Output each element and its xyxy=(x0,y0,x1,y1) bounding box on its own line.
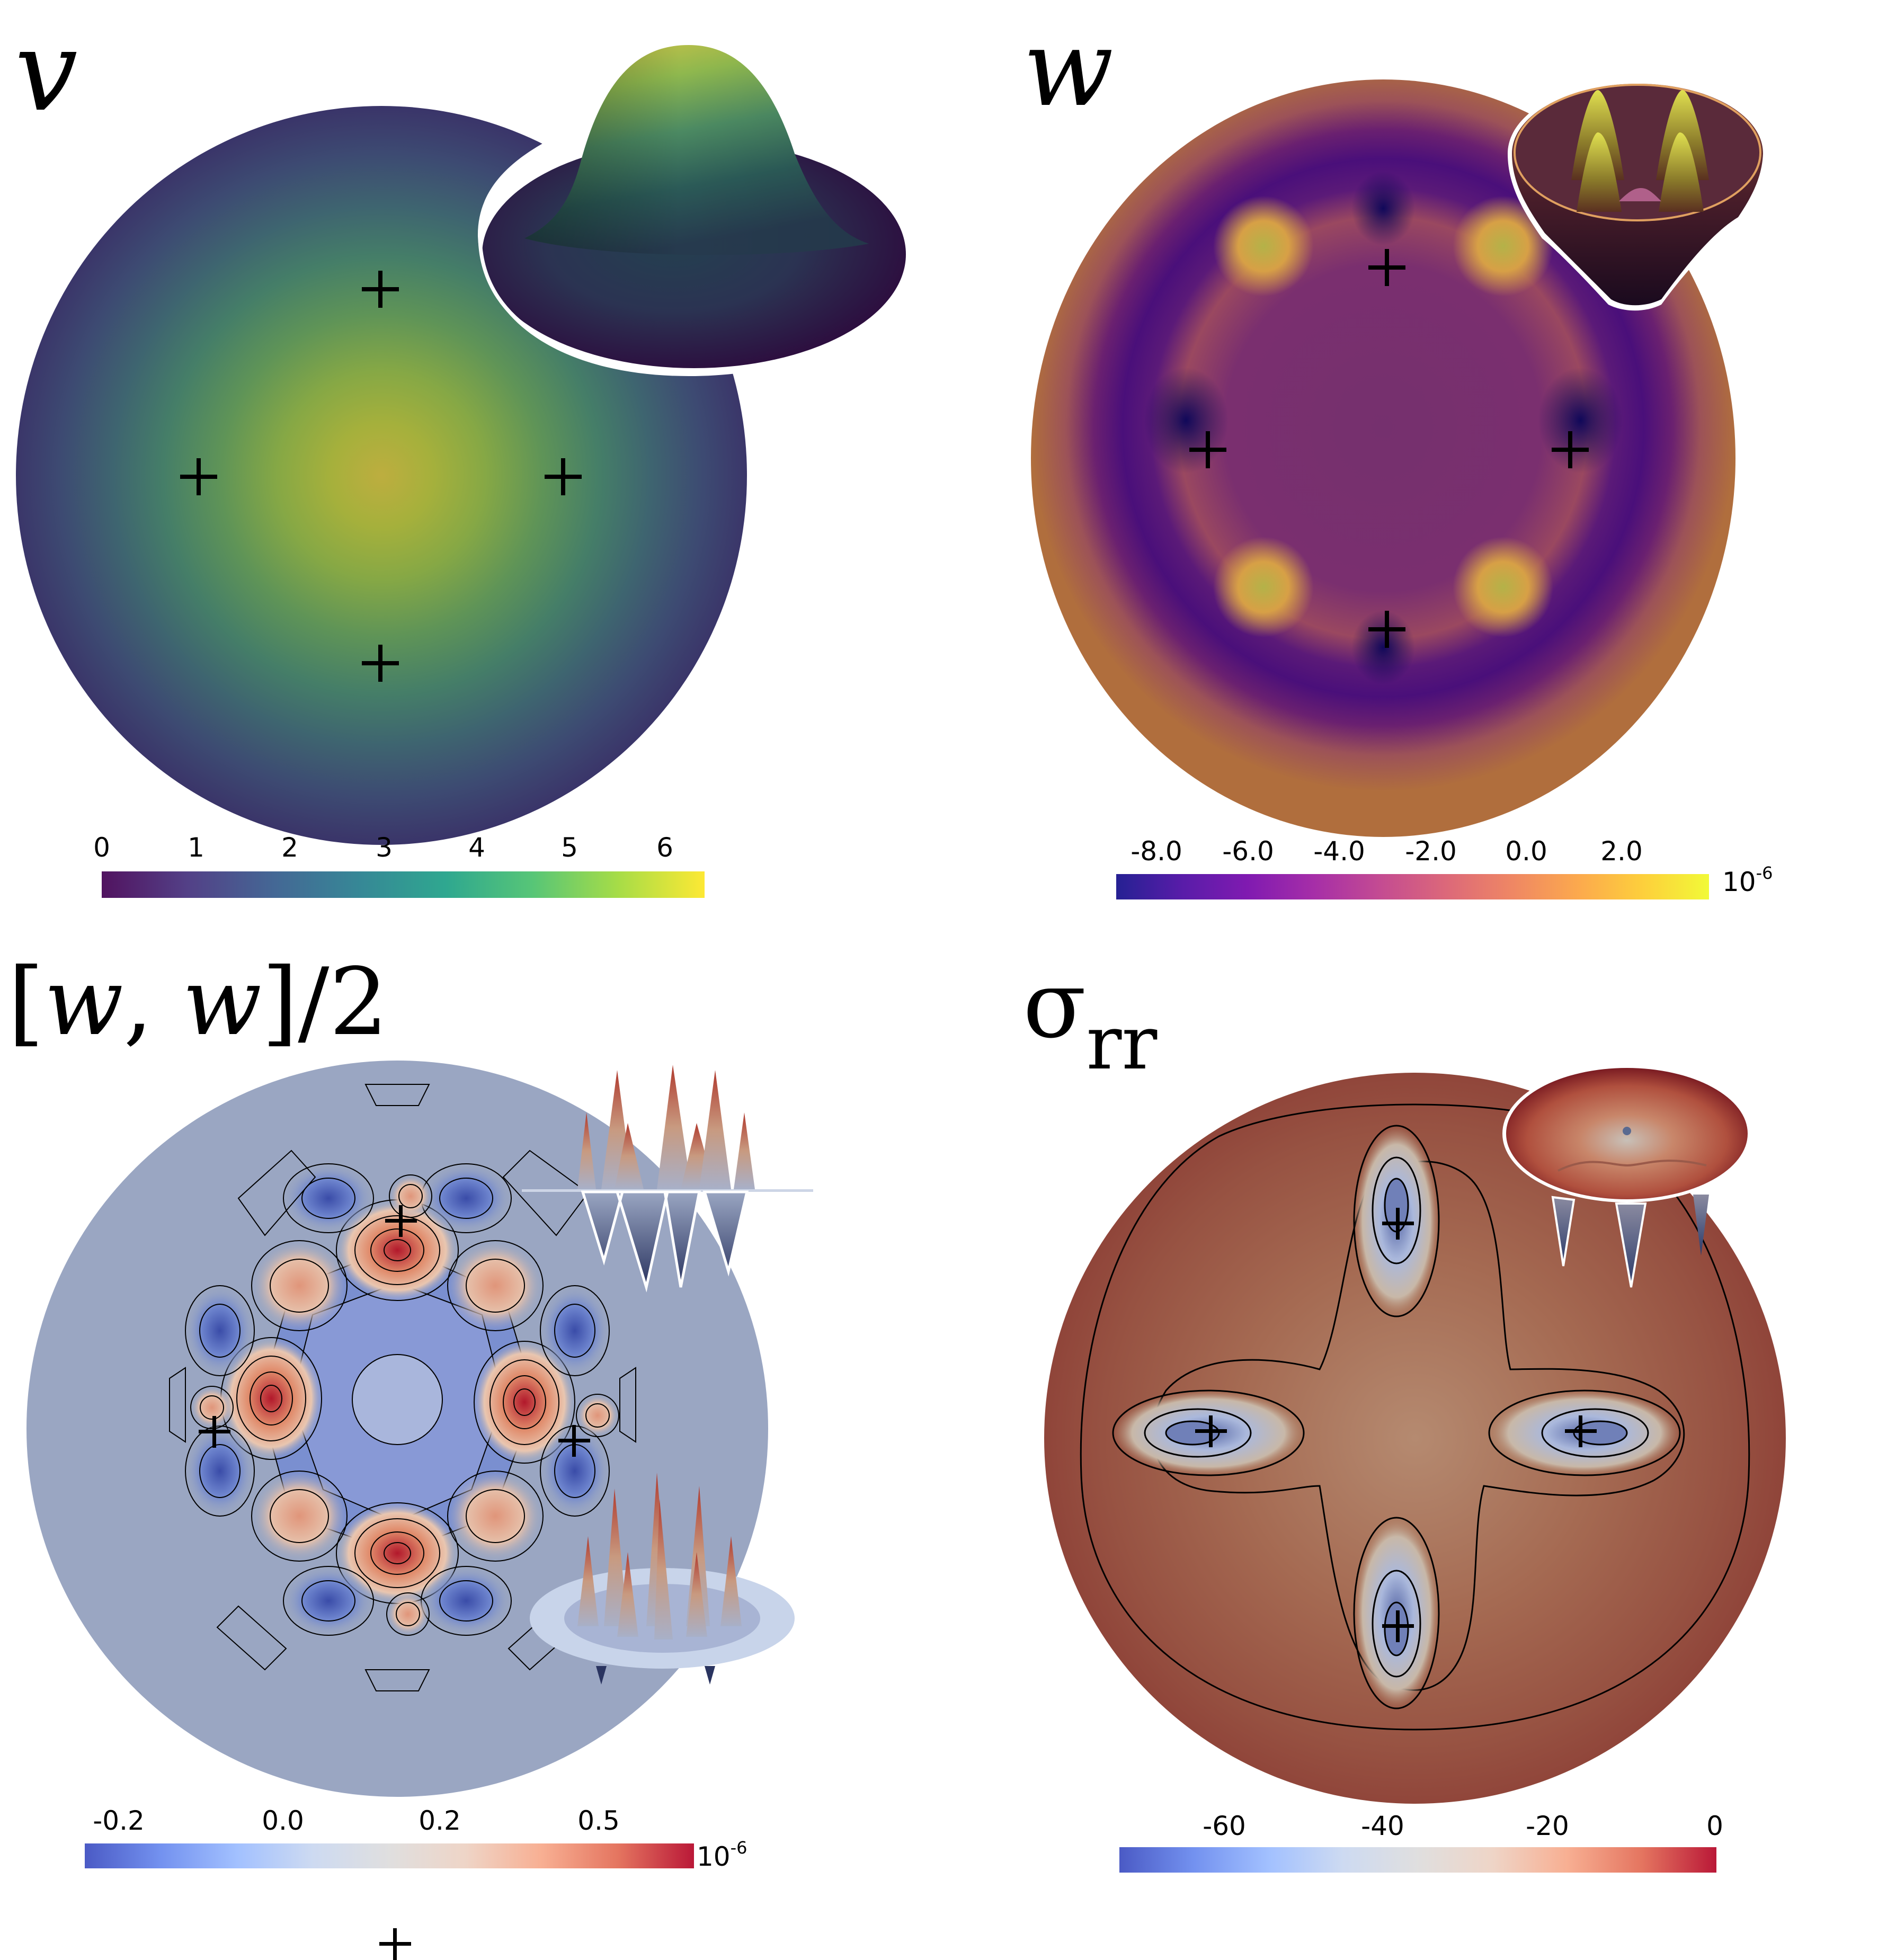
panel-sigma-rr: σrr xyxy=(944,948,1887,1897)
surface-inset-ww2-side xyxy=(522,1065,813,1293)
colorbar-tick: 6 xyxy=(656,832,673,863)
marker-bottom xyxy=(1382,1610,1414,1642)
colorbar-tick: 0.0 xyxy=(1505,836,1547,867)
marker-left xyxy=(199,1416,230,1448)
surface-inset-ww2-perspective xyxy=(530,1473,795,1685)
colorbar-tick: -0.2 xyxy=(93,1805,145,1836)
marker-bottom xyxy=(379,1928,411,1960)
contour-plot xyxy=(169,1084,636,1691)
colorbar-ww2 xyxy=(85,1843,694,1868)
colorbar-tick: 0.5 xyxy=(577,1805,620,1836)
panel-title-v: v xyxy=(15,6,78,136)
colorbar-tick: 4 xyxy=(468,832,485,863)
panel-title-sigma-rr: σrr xyxy=(1023,951,1158,1086)
colorbar-tick: -8.0 xyxy=(1131,836,1182,867)
marker-right xyxy=(1565,1415,1597,1447)
panel-v: v xyxy=(0,0,944,948)
colorbar-tick: 3 xyxy=(376,832,393,863)
colorbar-tick: -60 xyxy=(1203,1811,1246,1841)
colorbar-v xyxy=(102,871,705,898)
colorbar-tick: -20 xyxy=(1526,1811,1569,1841)
colorbar-sigma-rr xyxy=(1119,1847,1716,1873)
surface-inset-w xyxy=(1508,79,1767,311)
surface-inset-sigma-rr xyxy=(1502,1065,1751,1288)
marker-left xyxy=(180,458,217,495)
panel-w: w -8.0 -6.0 -4.0 -2.0 0.0 2. xyxy=(944,0,1887,948)
colorbar-tick: 0.0 xyxy=(262,1805,304,1836)
marker-bottom xyxy=(1368,611,1405,648)
colorbar-tick: 0 xyxy=(1706,1811,1723,1841)
colorbar-tick: -4.0 xyxy=(1313,836,1365,867)
colorbar-exponent: 10-6 xyxy=(697,1838,747,1872)
marker-right xyxy=(558,1425,590,1457)
marker-left xyxy=(1195,1415,1227,1447)
marker-left xyxy=(1189,431,1226,468)
colorbar-tick: 2 xyxy=(281,832,298,863)
field-disk-ww2 xyxy=(26,1061,768,1797)
marker-top xyxy=(362,271,399,308)
colorbar-tick: -40 xyxy=(1361,1811,1404,1841)
colorbar-tick: -2.0 xyxy=(1405,836,1457,867)
panel-ww2: [w, w]/2 xyxy=(0,948,944,1960)
marker-bottom xyxy=(362,645,399,682)
colorbar-w xyxy=(1116,874,1709,899)
colorbar-tick: 0.2 xyxy=(419,1805,461,1836)
marker-right xyxy=(1552,431,1589,468)
panel-title-ww2: [w, w]/2 xyxy=(8,949,388,1056)
marker-right xyxy=(545,458,582,495)
colorbar-exponent: 10-6 xyxy=(1722,863,1773,897)
colorbar-tick: 0 xyxy=(93,832,110,863)
surface-inset-v xyxy=(477,42,911,376)
marker-top xyxy=(385,1205,417,1237)
colorbar-tick: 1 xyxy=(188,832,204,863)
colorbar-tick: -6.0 xyxy=(1222,836,1274,867)
marker-top xyxy=(1368,249,1405,286)
marker-top xyxy=(1382,1208,1414,1240)
panel-title-w: w xyxy=(1023,7,1114,130)
colorbar-tick: 5 xyxy=(561,832,578,863)
colorbar-tick: 2.0 xyxy=(1600,836,1643,867)
